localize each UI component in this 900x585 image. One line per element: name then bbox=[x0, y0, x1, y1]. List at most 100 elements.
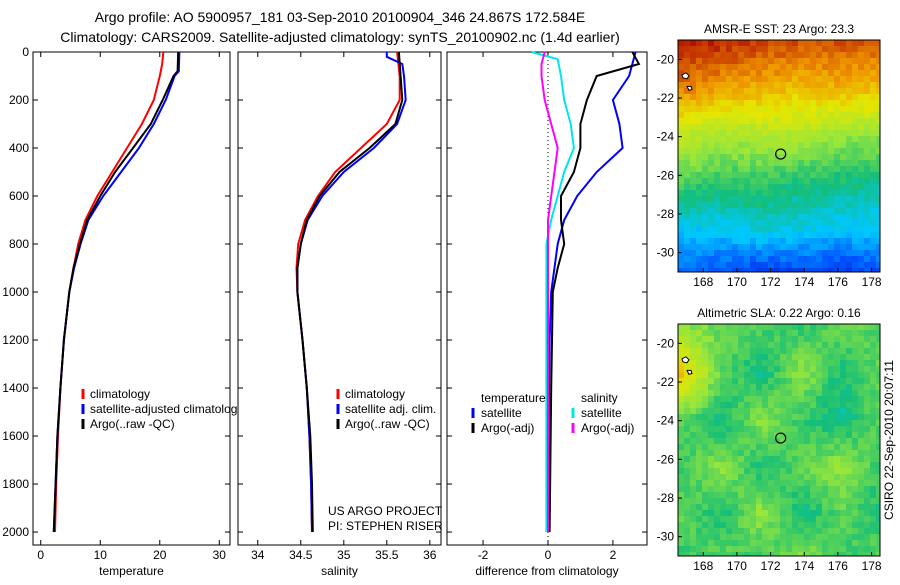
heatmap-cell bbox=[744, 396, 750, 402]
heatmap-cell bbox=[798, 366, 804, 372]
heatmap-cell bbox=[870, 540, 876, 546]
heatmap-cell bbox=[714, 202, 720, 208]
heatmap-cell bbox=[870, 184, 876, 190]
heatmap-cell bbox=[810, 468, 816, 474]
heatmap-cell bbox=[870, 396, 876, 402]
heatmap-cell bbox=[684, 46, 690, 52]
heatmap-cell bbox=[762, 540, 768, 546]
heatmap-cell bbox=[702, 366, 708, 372]
heatmap-cell bbox=[684, 70, 690, 76]
heatmap-cell bbox=[780, 486, 786, 492]
heatmap-cell bbox=[684, 522, 690, 528]
heatmap-cell bbox=[810, 100, 816, 106]
heatmap-cell bbox=[732, 106, 738, 112]
heatmap-cell bbox=[768, 348, 774, 354]
heatmap-cell bbox=[720, 438, 726, 444]
heatmap-cell bbox=[780, 250, 786, 256]
heatmap-cell bbox=[792, 342, 798, 348]
heatmap-cell bbox=[690, 474, 696, 480]
heatmap-cell bbox=[774, 172, 780, 178]
heatmap-cell bbox=[762, 348, 768, 354]
heatmap-cell bbox=[768, 408, 774, 414]
heatmap-cell bbox=[852, 88, 858, 94]
heatmap-cell bbox=[786, 76, 792, 82]
heatmap-cell bbox=[714, 226, 720, 232]
heatmap-cell bbox=[696, 202, 702, 208]
heatmap-cell bbox=[858, 348, 864, 354]
heatmap-cell bbox=[864, 208, 870, 214]
heatmap-cell bbox=[756, 324, 762, 330]
heatmap-cell bbox=[810, 142, 816, 148]
heatmap-cell bbox=[846, 342, 852, 348]
heatmap-cell bbox=[786, 432, 792, 438]
heatmap-cell bbox=[708, 426, 714, 432]
heatmap-cell bbox=[750, 148, 756, 154]
heatmap-cell bbox=[876, 390, 880, 396]
heatmap-cell bbox=[702, 504, 708, 510]
heatmap-cell bbox=[756, 366, 762, 372]
heatmap-cell bbox=[852, 432, 858, 438]
heatmap-cell bbox=[792, 522, 798, 528]
heatmap-cell bbox=[708, 552, 714, 556]
heatmap-cell bbox=[804, 360, 810, 366]
heatmap-cell bbox=[708, 444, 714, 450]
heatmap-cell bbox=[846, 40, 852, 46]
x-tick-label: 176 bbox=[828, 275, 848, 289]
heatmap-cell bbox=[744, 426, 750, 432]
heatmap-cell bbox=[798, 64, 804, 70]
heatmap-cell bbox=[744, 46, 750, 52]
heatmap-cell bbox=[864, 154, 870, 160]
heatmap-cell bbox=[684, 232, 690, 238]
heatmap-cell bbox=[702, 112, 708, 118]
heatmap-cell bbox=[786, 232, 792, 238]
heatmap-cell bbox=[732, 414, 738, 420]
heatmap-cell bbox=[702, 220, 708, 226]
heatmap-cell bbox=[870, 468, 876, 474]
heatmap-cell bbox=[726, 64, 732, 70]
heatmap-cell bbox=[756, 244, 762, 250]
heatmap-cell bbox=[834, 438, 840, 444]
heatmap-cell bbox=[744, 178, 750, 184]
heatmap-cell bbox=[738, 136, 744, 142]
heatmap-cell bbox=[750, 64, 756, 70]
heatmap-cell bbox=[798, 208, 804, 214]
heatmap-cell bbox=[732, 262, 738, 268]
heatmap-cell bbox=[768, 540, 774, 546]
heatmap-cell bbox=[786, 402, 792, 408]
heatmap-cell bbox=[816, 172, 822, 178]
heatmap-cell bbox=[810, 414, 816, 420]
heatmap-cell bbox=[762, 552, 768, 556]
heatmap-cell bbox=[702, 456, 708, 462]
heatmap-cell bbox=[810, 202, 816, 208]
heatmap-cell bbox=[792, 486, 798, 492]
heatmap-cell bbox=[762, 220, 768, 226]
heatmap-cell bbox=[726, 160, 732, 166]
heatmap-cell bbox=[804, 238, 810, 244]
heatmap-cell bbox=[840, 438, 846, 444]
heatmap-cell bbox=[726, 238, 732, 244]
heatmap-cell bbox=[702, 268, 708, 272]
heatmap-cell bbox=[804, 504, 810, 510]
heatmap-cell bbox=[708, 504, 714, 510]
heatmap-cell bbox=[864, 76, 870, 82]
heatmap-cell bbox=[768, 160, 774, 166]
heatmap-cell bbox=[732, 208, 738, 214]
heatmap-cell bbox=[798, 414, 804, 420]
heatmap-cell bbox=[786, 330, 792, 336]
heatmap-cell bbox=[822, 46, 828, 52]
heatmap-cell bbox=[852, 528, 858, 534]
heatmap-cell bbox=[822, 372, 828, 378]
heatmap-cell bbox=[720, 498, 726, 504]
heatmap-cell bbox=[684, 348, 690, 354]
heatmap-cell bbox=[768, 94, 774, 100]
heatmap-cell bbox=[762, 130, 768, 136]
heatmap-cell bbox=[744, 154, 750, 160]
heatmap-cell bbox=[756, 262, 762, 268]
heatmap-cell bbox=[810, 118, 816, 124]
heatmap-cell bbox=[834, 444, 840, 450]
heatmap-cell bbox=[720, 552, 726, 556]
heatmap-cell bbox=[870, 100, 876, 106]
heatmap-cell bbox=[834, 58, 840, 64]
heatmap-cell bbox=[810, 462, 816, 468]
heatmap-cell bbox=[774, 214, 780, 220]
